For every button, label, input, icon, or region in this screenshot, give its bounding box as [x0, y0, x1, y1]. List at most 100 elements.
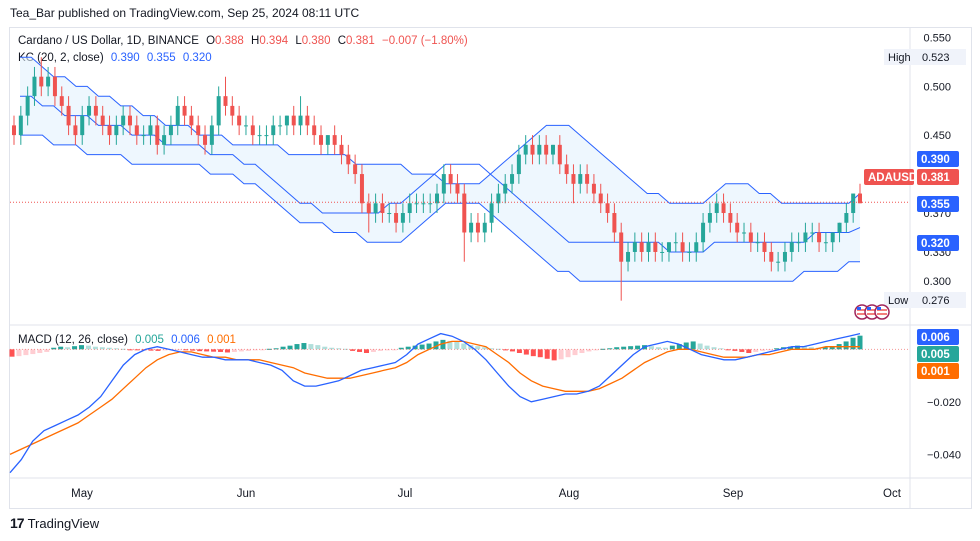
- candle-body: [394, 213, 399, 223]
- macd-histogram-bar: [544, 349, 550, 359]
- macd-histogram-bar: [760, 349, 766, 351]
- candle-body: [305, 115, 310, 126]
- macd-histogram-bar: [280, 346, 286, 350]
- kc-lower-badge-bg: [917, 235, 959, 251]
- candle-body: [250, 125, 255, 136]
- macd-histogram-bar: [600, 348, 606, 350]
- macd-histogram-bar: [384, 349, 390, 351]
- candle-body: [701, 222, 706, 243]
- macd-histogram-bar: [301, 343, 307, 350]
- candle-body: [707, 213, 712, 223]
- macd-hist-badge-bg: [917, 346, 959, 362]
- kc-mid-badge-text: 0.355: [921, 199, 950, 211]
- kc-upper-badge-text: 0.390: [921, 154, 950, 166]
- macd-histogram-bar: [579, 349, 585, 353]
- candle-body: [626, 251, 631, 262]
- candle-body: [271, 125, 276, 136]
- candle-body: [114, 125, 119, 136]
- candle-body: [257, 135, 262, 137]
- candle-body: [455, 183, 460, 194]
- price-badge-bg: [917, 169, 959, 185]
- macd-hist-value: 0.005: [135, 334, 164, 346]
- candle-body: [653, 242, 658, 252]
- candle-body: [209, 125, 214, 145]
- high-marker-bg: [884, 49, 966, 65]
- macd-histogram-bar: [593, 349, 599, 351]
- candle-body: [550, 144, 555, 155]
- kc-lower-badge: 0.320: [917, 235, 959, 251]
- kc-mid-badge: 0.355: [917, 196, 959, 212]
- candle-body: [851, 193, 856, 214]
- macd-histogram-bar: [655, 347, 661, 350]
- price-tick-label: 0.450: [923, 130, 951, 142]
- macd-histogram-bar: [454, 341, 460, 350]
- high-marker-value: 0.523: [922, 52, 950, 64]
- candle-body: [387, 213, 392, 215]
- macd-histogram-bar: [190, 349, 196, 351]
- candle-body: [557, 144, 562, 165]
- macd-histogram-bar: [461, 343, 467, 350]
- candle-body: [223, 96, 228, 106]
- macd-line-badge-bg: [917, 329, 959, 345]
- kc-lower-value: 0.320: [182, 52, 212, 64]
- candle-body: [278, 125, 283, 127]
- macd-histogram-bar: [37, 349, 43, 353]
- candle-body: [510, 174, 515, 184]
- candle-body: [516, 154, 521, 175]
- macd-histogram-bar: [204, 349, 210, 352]
- macd-histogram-bar: [523, 349, 529, 355]
- candle-body: [175, 105, 180, 126]
- price-tick-label: 0.300: [923, 276, 951, 288]
- candle-body: [714, 203, 719, 214]
- candle-body: [837, 222, 842, 233]
- macd-signal-value: 0.001: [207, 334, 236, 346]
- macd-histogram-bar: [843, 341, 849, 350]
- macd-histogram-bar: [829, 346, 835, 350]
- macd-histogram-bar: [231, 349, 237, 352]
- candle-body: [80, 115, 85, 136]
- macd-histogram-bar: [106, 347, 112, 350]
- candle-body: [291, 115, 296, 126]
- candle-body: [121, 115, 126, 126]
- candle-body: [462, 193, 467, 233]
- kc-lower-badge-text: 0.320: [921, 238, 950, 250]
- macd-histogram-bar: [350, 349, 356, 351]
- ticker-badge-text: ADAUSD: [868, 172, 917, 184]
- macd-histogram-bar: [85, 345, 91, 350]
- price-badge-text: 0.381: [921, 172, 950, 184]
- candle-body: [127, 115, 132, 126]
- candle-body: [755, 242, 760, 244]
- macd-histogram-bar: [405, 346, 411, 350]
- macd-histogram-bar: [336, 348, 342, 350]
- macd-histogram-bar: [426, 343, 432, 350]
- flag-canton: [877, 307, 881, 310]
- candle-body: [810, 232, 815, 234]
- candle-body: [530, 144, 535, 155]
- macd-histogram-bar: [621, 346, 627, 350]
- candle-body: [598, 193, 603, 204]
- macd-hist-badge-text: 0.005: [921, 349, 950, 361]
- macd-histogram-bar: [711, 347, 717, 350]
- macd-histogram-bar: [252, 349, 258, 351]
- kc-upper-line: [20, 56, 861, 204]
- candle-body: [346, 154, 351, 165]
- kc-band-fill: [20, 57, 860, 282]
- candle-body: [353, 164, 358, 175]
- candle-body: [93, 105, 98, 116]
- macd-histogram-bar: [134, 349, 140, 351]
- macd-label: MACD (12, 26, close): [18, 334, 128, 346]
- candle-body: [817, 232, 822, 243]
- candle-body: [796, 242, 801, 244]
- candle-body: [168, 125, 173, 136]
- macd-histogram-bar: [739, 349, 745, 352]
- x-tick-label: Jul: [398, 488, 413, 500]
- macd-histogram-bar: [482, 347, 488, 350]
- candle-body: [339, 144, 344, 155]
- macd-histogram-bar: [238, 349, 244, 352]
- macd-histogram-bar: [266, 348, 272, 350]
- candle-body: [578, 174, 583, 184]
- candle-body: [469, 222, 474, 233]
- price-tick-label: 0.550: [923, 33, 951, 45]
- macd-histogram-bar: [697, 343, 703, 350]
